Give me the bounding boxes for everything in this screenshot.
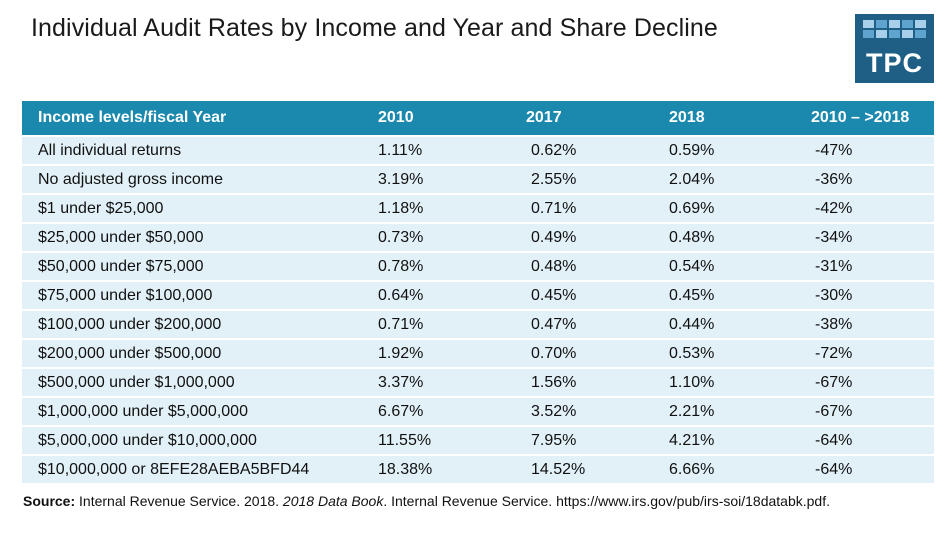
rate-cell: 2.55% <box>511 165 657 195</box>
rate-cell: 3.19% <box>363 165 511 195</box>
rate-cell: 7.95% <box>511 426 657 456</box>
rate-cell: 0.44% <box>657 310 773 340</box>
table-row: $1 under $25,000 1.18% 0.71% 0.69% -42% <box>22 194 934 224</box>
table-row: $200,000 under $500,000 1.92% 0.70% 0.53% -7… <box>22 339 934 369</box>
source-text-post: . Internal Revenue Service. https://www.… <box>383 493 830 509</box>
logo-text: TPC <box>866 48 923 78</box>
source-title: 2018 Data Book <box>282 493 384 509</box>
column-header: 2017 <box>511 101 657 137</box>
table-row: $1,000,000 under $5,000,000 6.67% 3.52% 2.2… <box>22 397 934 427</box>
table-header-row: Income levels/fiscal Year 2010 2017 2018 201… <box>22 101 934 137</box>
rate-cell: 3.52% <box>511 397 657 427</box>
table-row: $75,000 under $100,000 0.64% 0.45% 0.45% -30… <box>22 281 934 311</box>
rate-cell: 2.21% <box>657 397 773 427</box>
rate-cell: 0.62% <box>511 136 657 166</box>
rate-cell: 1.92% <box>363 339 511 369</box>
rate-cell: 0.71% <box>363 310 511 340</box>
income-level-cell: $75,000 under $100,000 <box>22 281 363 311</box>
rate-cell: 0.73% <box>363 223 511 253</box>
rate-cell: -67% <box>773 397 934 427</box>
table-row: No adjusted gross income 3.19% 2.55% 2.04% -… <box>22 165 934 195</box>
rate-cell: 3.37% <box>363 368 511 398</box>
income-level-cell: $1 under $25,000 <box>22 194 363 224</box>
rate-cell: 0.64% <box>363 281 511 311</box>
income-level-cell: $50,000 under $75,000 <box>22 252 363 282</box>
rate-cell: 2.04% <box>657 165 773 195</box>
rate-cell: 0.59% <box>657 136 773 166</box>
column-header: 2010 – >2018 <box>773 101 934 137</box>
rate-cell: 0.78% <box>363 252 511 282</box>
table-row: $100,000 under $200,000 0.71% 0.47% 0.44% -3… <box>22 310 934 340</box>
income-level-cell: No adjusted gross income <box>22 165 363 195</box>
rate-cell: -30% <box>773 281 934 311</box>
column-header: Income levels/fiscal Year <box>22 101 363 137</box>
rate-cell: 0.53% <box>657 339 773 369</box>
rate-cell: 11.55% <box>363 426 511 456</box>
rate-cell: 0.71% <box>511 194 657 224</box>
rate-cell: 14.52% <box>511 455 657 485</box>
table-row: $25,000 under $50,000 0.73% 0.49% 0.48% -34% <box>22 223 934 253</box>
rate-cell: 0.45% <box>657 281 773 311</box>
rate-cell: -36% <box>773 165 934 195</box>
rate-cell: -64% <box>773 426 934 456</box>
income-level-cell: $5,000,000 under $10,000,000 <box>22 426 363 456</box>
source-label: Source: <box>23 493 76 509</box>
table-row: $5,000,000 under $10,000,000 11.55% 7.95% 4… <box>22 426 934 456</box>
logo-grid-icon <box>863 20 926 38</box>
rate-cell: 0.48% <box>511 252 657 282</box>
table-row: $50,000 under $75,000 0.78% 0.48% 0.54% -31% <box>22 252 934 282</box>
rate-cell: -64% <box>773 455 934 485</box>
rate-cell: 1.18% <box>363 194 511 224</box>
column-header: 2018 <box>657 101 773 137</box>
table-row: $500,000 under $1,000,000 3.37% 1.56% 1.10%… <box>22 368 934 398</box>
income-level-cell: $500,000 under $1,000,000 <box>22 368 363 398</box>
income-level-cell: All individual returns <box>22 136 363 166</box>
table-row: $10,000,000 or 8EFE28AEBA5BFD44 18.38% 14.… <box>22 455 934 485</box>
rate-cell: -67% <box>773 368 934 398</box>
income-level-cell: $100,000 under $200,000 <box>22 310 363 340</box>
rate-cell: 1.11% <box>363 136 511 166</box>
rate-cell: -34% <box>773 223 934 253</box>
rate-cell: -31% <box>773 252 934 282</box>
rate-cell: 0.47% <box>511 310 657 340</box>
rate-cell: 18.38% <box>363 455 511 485</box>
source-note: Source: Internal Revenue Service. 2018. … <box>23 493 830 509</box>
rate-cell: 0.54% <box>657 252 773 282</box>
rate-cell: 0.69% <box>657 194 773 224</box>
rate-cell: 0.48% <box>657 223 773 253</box>
rate-cell: -42% <box>773 194 934 224</box>
rate-cell: -38% <box>773 310 934 340</box>
tpc-logo: TPC <box>855 14 934 83</box>
audit-rates-table: Income levels/fiscal Year 2010 2017 2018 201… <box>22 101 934 485</box>
income-level-cell: $1,000,000 under $5,000,000 <box>22 397 363 427</box>
table-row: All individual returns 1.11% 0.62% 0.59% -47… <box>22 136 934 166</box>
rate-cell: 1.56% <box>511 368 657 398</box>
income-level-cell: $10,000,000 or 8EFE28AEBA5BFD44 <box>22 455 363 485</box>
rate-cell: -47% <box>773 136 934 166</box>
income-level-cell: $200,000 under $500,000 <box>22 339 363 369</box>
rate-cell: 6.66% <box>657 455 773 485</box>
rate-cell: 0.49% <box>511 223 657 253</box>
source-text-pre: Internal Revenue Service. 2018. <box>75 493 283 509</box>
rate-cell: 1.10% <box>657 368 773 398</box>
rate-cell: 4.21% <box>657 426 773 456</box>
rate-cell: -72% <box>773 339 934 369</box>
rate-cell: 0.70% <box>511 339 657 369</box>
page-title: Individual Audit Rates by Income and Yea… <box>31 14 718 42</box>
rate-cell: 6.67% <box>363 397 511 427</box>
rate-cell: 0.45% <box>511 281 657 311</box>
table-body: All individual returns 1.11% 0.62% 0.59% -47… <box>22 136 934 485</box>
income-level-cell: $25,000 under $50,000 <box>22 223 363 253</box>
column-header: 2010 <box>363 101 511 137</box>
